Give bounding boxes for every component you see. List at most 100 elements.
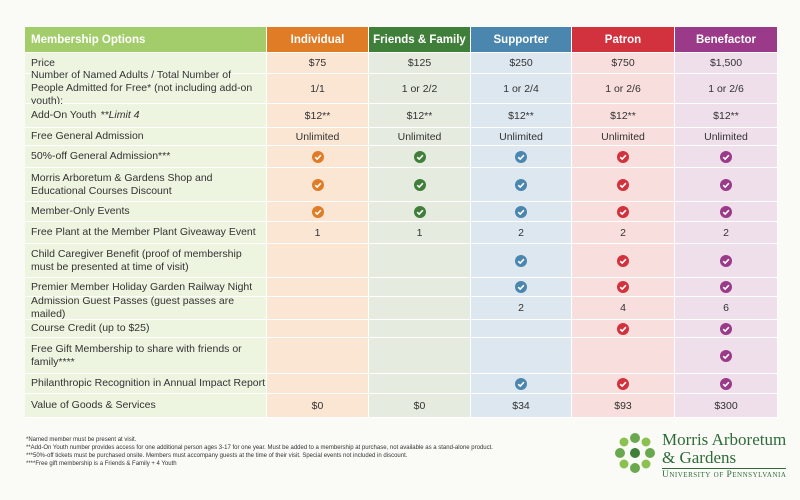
check-cell	[572, 278, 675, 297]
empty-cell	[369, 244, 471, 278]
row-label-text: Number of Named Adults / Total Number of…	[31, 69, 253, 107]
check-icon	[617, 178, 629, 191]
check-icon	[311, 150, 324, 163]
value-cell: 1	[369, 222, 471, 244]
empty-cell	[369, 297, 471, 320]
check-icon	[311, 178, 324, 191]
value-cell: $34	[471, 394, 572, 418]
column-header: Benefactor	[675, 27, 778, 53]
row-label: Free Gift Membership to share with frien…	[25, 338, 267, 374]
check-cell	[471, 244, 572, 278]
row-label-text: Premier Member Holiday Garden Railway Ni…	[31, 280, 253, 293]
check-icon	[515, 150, 527, 163]
check-cell	[267, 146, 369, 168]
value-cell: 2	[471, 222, 572, 244]
value-cell: $1,500	[675, 53, 778, 74]
check-icon	[720, 254, 732, 267]
check-icon	[720, 178, 732, 191]
value-cell: $12**	[572, 104, 675, 128]
check-cell	[572, 320, 675, 338]
row-label-text: Value of Goods & Services	[31, 399, 156, 411]
value-cell: $12**	[471, 104, 572, 128]
check-cell	[471, 374, 572, 394]
check-icon	[617, 377, 629, 390]
value-cell: 4	[572, 297, 675, 320]
check-cell	[675, 202, 778, 222]
column-header: Patron	[572, 27, 675, 53]
check-cell	[675, 320, 778, 338]
row-label: Add-On Youth **Limit 4	[25, 104, 267, 128]
row-label: Free General Admission	[25, 128, 267, 146]
column-header: Individual	[267, 27, 369, 53]
check-cell	[572, 244, 675, 278]
value-cell: $0	[369, 394, 471, 418]
value-cell: Unlimited	[572, 128, 675, 146]
value-cell: $300	[675, 394, 778, 418]
check-cell	[267, 202, 369, 222]
check-icon	[720, 281, 732, 293]
check-cell	[675, 244, 778, 278]
header-label: Membership Options	[25, 27, 267, 53]
row-label-text: Price	[31, 56, 55, 69]
empty-cell	[267, 244, 369, 278]
value-cell: $12**	[675, 104, 778, 128]
row-label-text: Free Gift Membership to share with frien…	[31, 342, 242, 368]
row-label-text: Free Plant at the Member Plant Giveaway …	[31, 226, 256, 238]
check-cell	[471, 278, 572, 297]
empty-cell	[369, 278, 471, 297]
empty-cell	[369, 320, 471, 338]
value-cell: Unlimited	[369, 128, 471, 146]
row-label: Value of Goods & Services	[25, 394, 267, 418]
logo-university: University of Pennsylvania	[662, 468, 787, 480]
value-cell: $125	[369, 53, 471, 74]
value-cell: $0	[267, 394, 369, 418]
logo-line2: & Gardens	[662, 448, 737, 467]
row-note: **Limit 4	[100, 109, 140, 121]
check-icon	[515, 281, 527, 293]
empty-cell	[369, 374, 471, 394]
check-cell	[675, 168, 778, 202]
row-label-text: Admission Guest Passes (guest passes are…	[31, 295, 235, 320]
check-icon	[515, 254, 527, 267]
check-icon	[720, 349, 732, 362]
value-cell: Unlimited	[471, 128, 572, 146]
check-cell	[572, 202, 675, 222]
value-cell: 1 or 2/4	[471, 74, 572, 104]
value-cell: $250	[471, 53, 572, 74]
row-label: Number of Named Adults / Total Number of…	[25, 69, 267, 107]
row-label: Philanthropic Recognition in Annual Impa…	[25, 374, 267, 394]
check-icon	[413, 178, 426, 191]
check-cell	[675, 374, 778, 394]
check-icon	[413, 205, 426, 218]
row-label-text: Philanthropic Recognition in Annual Impa…	[31, 377, 266, 389]
check-icon	[720, 150, 732, 163]
value-cell: $93	[572, 394, 675, 418]
row-label-text: Add-On Youth	[31, 109, 97, 121]
check-icon	[515, 178, 527, 191]
empty-cell	[267, 338, 369, 374]
row-label-text: Free General Admission	[31, 130, 144, 142]
column-header: Friends & Family	[369, 27, 471, 53]
value-cell: 1/1	[267, 74, 369, 104]
value-cell: $750	[572, 53, 675, 74]
row-label: Course Credit (up to $25)	[25, 320, 267, 338]
check-icon	[720, 205, 732, 218]
check-cell	[471, 146, 572, 168]
value-cell: $75	[267, 53, 369, 74]
row-label: Price	[25, 53, 267, 74]
row-label-text: Child Caregiver Benefit (proof of member…	[31, 247, 242, 273]
check-cell	[675, 278, 778, 297]
check-icon	[617, 150, 629, 163]
check-cell	[369, 168, 471, 202]
check-cell	[267, 168, 369, 202]
check-cell	[471, 168, 572, 202]
empty-cell	[267, 320, 369, 338]
value-cell: 1 or 2/6	[572, 74, 675, 104]
row-label: Admission Guest Passes (guest passes are…	[25, 295, 267, 320]
row-label-text: 50%-off General Admission***	[31, 150, 171, 162]
check-icon	[311, 205, 324, 218]
empty-cell	[267, 374, 369, 394]
value-cell: 2	[572, 222, 675, 244]
check-icon	[617, 322, 629, 335]
